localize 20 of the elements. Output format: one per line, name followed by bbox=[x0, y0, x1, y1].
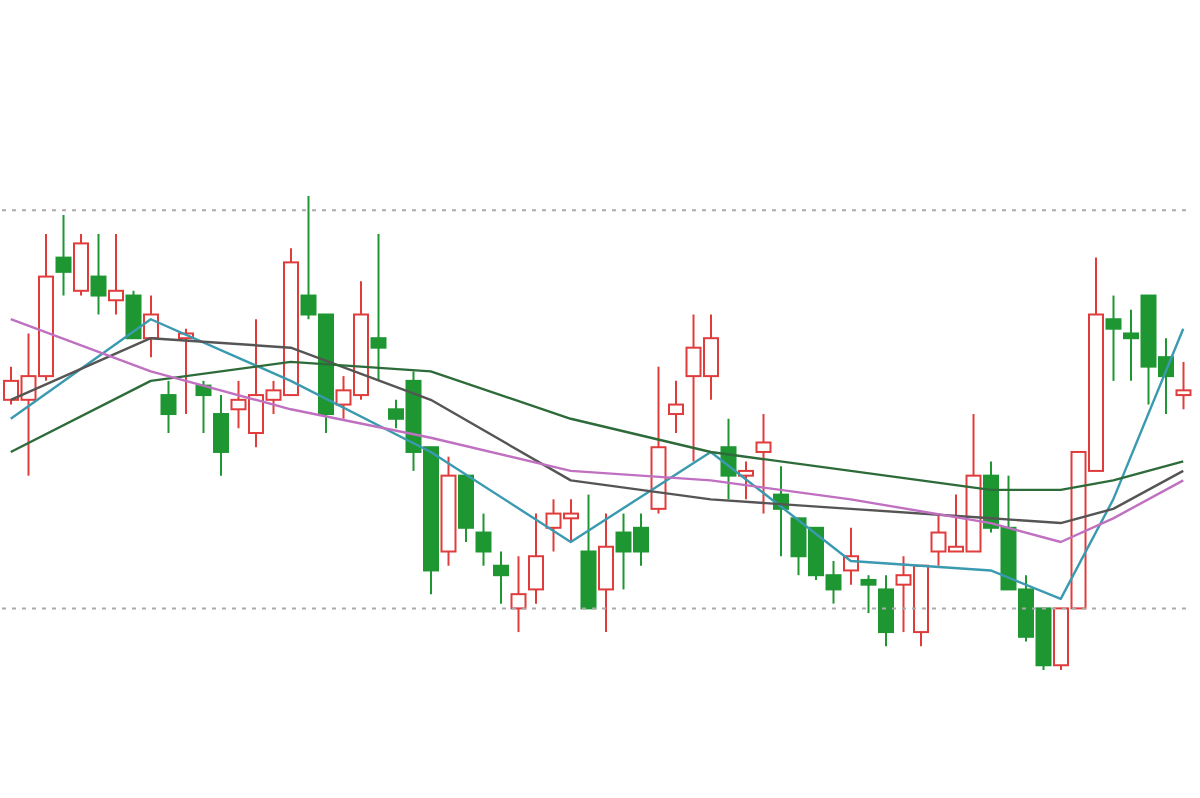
candlestick bbox=[1105, 294, 1122, 382]
candlestick bbox=[125, 289, 142, 340]
candlestick bbox=[475, 512, 492, 567]
candlestick bbox=[738, 460, 754, 501]
candlestick bbox=[90, 232, 107, 316]
candlestick bbox=[528, 512, 544, 605]
candlestick bbox=[860, 574, 877, 615]
candlestick bbox=[55, 213, 72, 297]
candlestick bbox=[755, 413, 772, 515]
candlestick bbox=[598, 512, 614, 634]
candlestick bbox=[1175, 360, 1192, 411]
candlestick bbox=[160, 379, 177, 434]
candlestick bbox=[668, 379, 684, 434]
candlestick bbox=[510, 555, 527, 634]
candlestick bbox=[213, 394, 229, 477]
candlestick bbox=[493, 550, 509, 605]
candlestick bbox=[370, 232, 387, 382]
candlestick bbox=[73, 232, 89, 297]
candlestick bbox=[108, 232, 124, 316]
candlestick bbox=[878, 574, 894, 648]
